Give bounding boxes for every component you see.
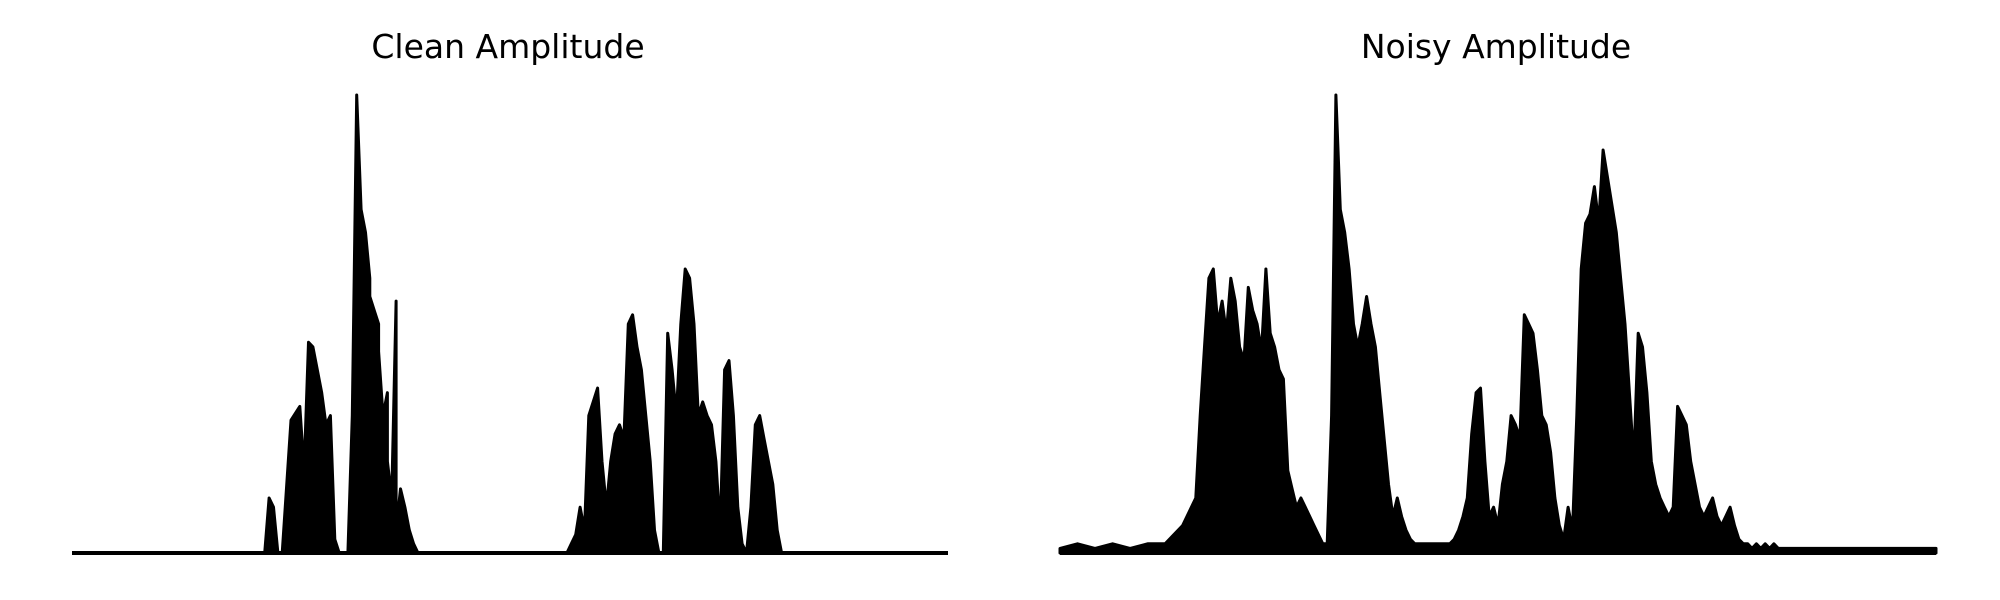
subplot-noisy: Noisy Amplitude xyxy=(1058,27,1938,555)
noisy-amplitude-area xyxy=(1058,93,1938,555)
chart-title-noisy: Noisy Amplitude xyxy=(1361,27,1631,66)
plot-area-noisy xyxy=(1058,93,1938,555)
clean-amplitude-area xyxy=(72,93,905,555)
chart-title-clean: Clean Amplitude xyxy=(371,27,644,66)
plot-area-clean xyxy=(72,93,948,555)
subplot-clean: Clean Amplitude xyxy=(72,27,948,555)
